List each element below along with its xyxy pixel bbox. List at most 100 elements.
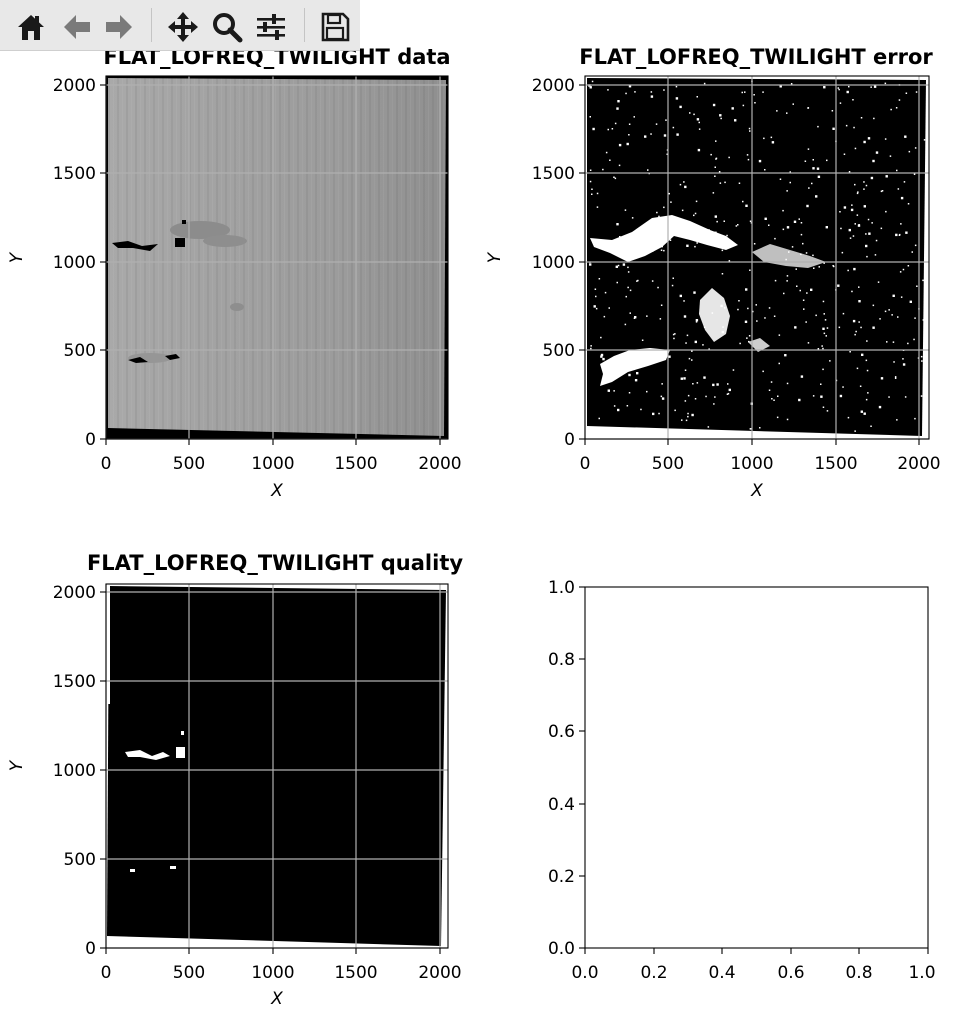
error-speckle [850, 208, 854, 212]
error-speckle [624, 209, 627, 211]
error-speckle [849, 351, 851, 353]
error-speckle [613, 176, 615, 178]
error-speckle [591, 80, 594, 83]
error-speckle [909, 300, 912, 303]
error-speckle [875, 239, 878, 242]
ytick-label: 0.4 [548, 795, 575, 815]
configure-subplots-button[interactable] [254, 10, 288, 44]
xtick-label: 0.2 [640, 963, 667, 983]
error-speckle [842, 312, 845, 315]
error-speckle [634, 91, 636, 93]
error-speckle [826, 327, 829, 329]
error-speckle [696, 242, 698, 244]
error-speckle [808, 187, 810, 189]
error-speckle [636, 280, 638, 282]
error-speckle [856, 192, 859, 195]
error-speckle [758, 159, 762, 163]
error-speckle [840, 227, 842, 230]
xtick-label: 500 [173, 454, 205, 474]
error-speckle [617, 264, 620, 267]
sliders-icon [257, 14, 285, 40]
data-image [106, 76, 448, 439]
error-speckle [720, 304, 723, 308]
error-speckle [707, 426, 710, 428]
quality-image [106, 584, 448, 948]
zoom-button[interactable] [210, 10, 244, 44]
error-speckle [805, 321, 807, 323]
error-speckle [895, 233, 898, 237]
error-speckle [779, 85, 782, 88]
error-speckle [663, 206, 665, 209]
error-speckle [900, 296, 903, 298]
error-speckle [833, 265, 835, 268]
error-speckle [633, 116, 635, 118]
error-speckle [812, 167, 815, 170]
error-speckle [646, 315, 648, 317]
ytick-label: 0 [85, 430, 96, 450]
error-speckle [745, 288, 748, 291]
error-speckle [794, 326, 797, 329]
error-speckle [661, 383, 663, 385]
error-speckle [722, 326, 724, 328]
error-speckle [790, 83, 793, 85]
error-speckle [721, 249, 724, 252]
error-speckle [658, 236, 660, 238]
error-speckle [900, 223, 902, 225]
xtick-label: 1000 [730, 454, 773, 474]
error-speckle [863, 188, 865, 190]
error-speckle [705, 395, 707, 398]
error-speckle [624, 323, 627, 326]
error-speckle [903, 181, 906, 183]
error-speckle [613, 405, 616, 407]
error-speckle [854, 183, 856, 186]
error-speckle [822, 327, 825, 330]
error-speckle [727, 383, 729, 385]
error-speckle [861, 353, 864, 356]
error-speckle [807, 107, 810, 109]
error-speckle [806, 204, 809, 208]
forward-button[interactable] [102, 10, 136, 44]
pan-button[interactable] [166, 10, 200, 44]
error-speckle [607, 389, 610, 392]
error-speckle [791, 246, 794, 248]
error-speckle [600, 336, 602, 339]
error-speckle [596, 192, 599, 195]
back-button[interactable] [60, 10, 94, 44]
error-speckle [663, 89, 665, 91]
error-speckle [784, 354, 787, 357]
error-speckle [650, 133, 652, 135]
error-speckle [786, 418, 789, 421]
error-speckle [737, 308, 739, 311]
error-speckle [605, 151, 608, 154]
error-speckle [868, 232, 871, 235]
error-speckle [884, 310, 887, 313]
error-speckle [880, 227, 883, 230]
xtick-label: 0 [580, 454, 591, 474]
error-speckle [904, 396, 907, 398]
error-speckle [874, 254, 877, 256]
error-speckle [629, 312, 631, 314]
error-speckle [696, 118, 700, 121]
error-speckle [786, 382, 789, 385]
ytick-label: 0.0 [548, 939, 575, 959]
error-speckle [905, 231, 908, 234]
error-speckle [857, 191, 859, 193]
error-speckle [749, 220, 752, 222]
error-speckle [628, 373, 631, 377]
error-speckle [897, 188, 900, 190]
error-speckle [607, 89, 609, 91]
error-speckle [714, 215, 717, 218]
error-speckle [842, 386, 844, 388]
error-speckle [915, 91, 918, 93]
error-speckle [589, 169, 592, 171]
error-speckle [663, 134, 667, 137]
error-speckle [863, 181, 865, 183]
error-speckle [652, 412, 655, 416]
error-speckle [891, 314, 893, 316]
error-speckle [870, 425, 872, 427]
error-speckle [914, 244, 917, 247]
save-button[interactable] [318, 10, 352, 44]
error-speckle [904, 135, 907, 138]
home-button[interactable] [14, 10, 48, 44]
error-speckle [671, 284, 674, 287]
